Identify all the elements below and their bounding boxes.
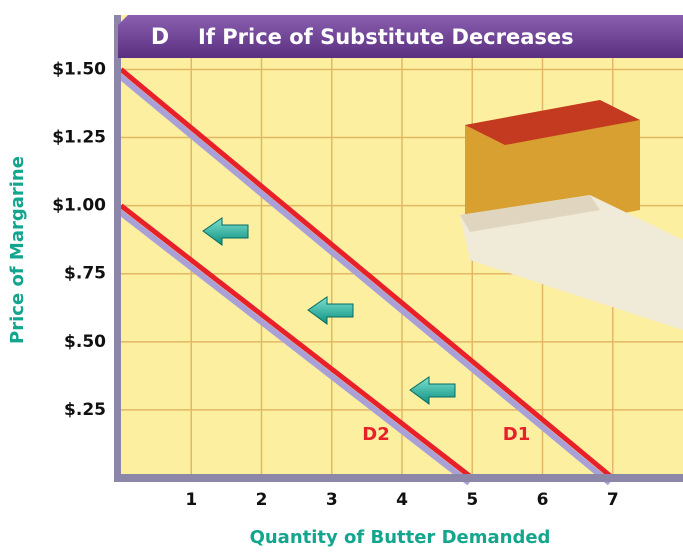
y-axis-title: Price of Margarine: [7, 156, 28, 344]
panel-letter: D: [151, 25, 169, 50]
y-axis: [114, 15, 121, 482]
chart: D If Price of Substitute Decreases Quant…: [0, 0, 683, 552]
y-tick-label: $.75: [64, 264, 106, 284]
x-tick-label: 6: [537, 490, 549, 510]
series-label: D1: [503, 424, 530, 445]
x-tick-label: 3: [326, 490, 338, 510]
y-tick-label: $1.50: [52, 59, 106, 79]
x-tick-label: 7: [607, 490, 619, 510]
x-tick-label: 1: [185, 490, 197, 510]
y-tick-label: $.50: [64, 332, 106, 352]
chart-title: If Price of Substitute Decreases: [198, 25, 574, 49]
x-tick-label: 4: [396, 490, 408, 510]
series-label: D2: [362, 424, 389, 445]
y-tick-label: $1.25: [52, 128, 106, 148]
x-axis-title: Quantity of Butter Demanded: [250, 527, 551, 548]
y-tick-label: $1.00: [52, 196, 106, 216]
x-tick-label: 2: [256, 490, 268, 510]
y-tick-label: $.25: [64, 400, 106, 420]
x-tick-label: 5: [466, 490, 478, 510]
x-axis: [114, 474, 683, 482]
